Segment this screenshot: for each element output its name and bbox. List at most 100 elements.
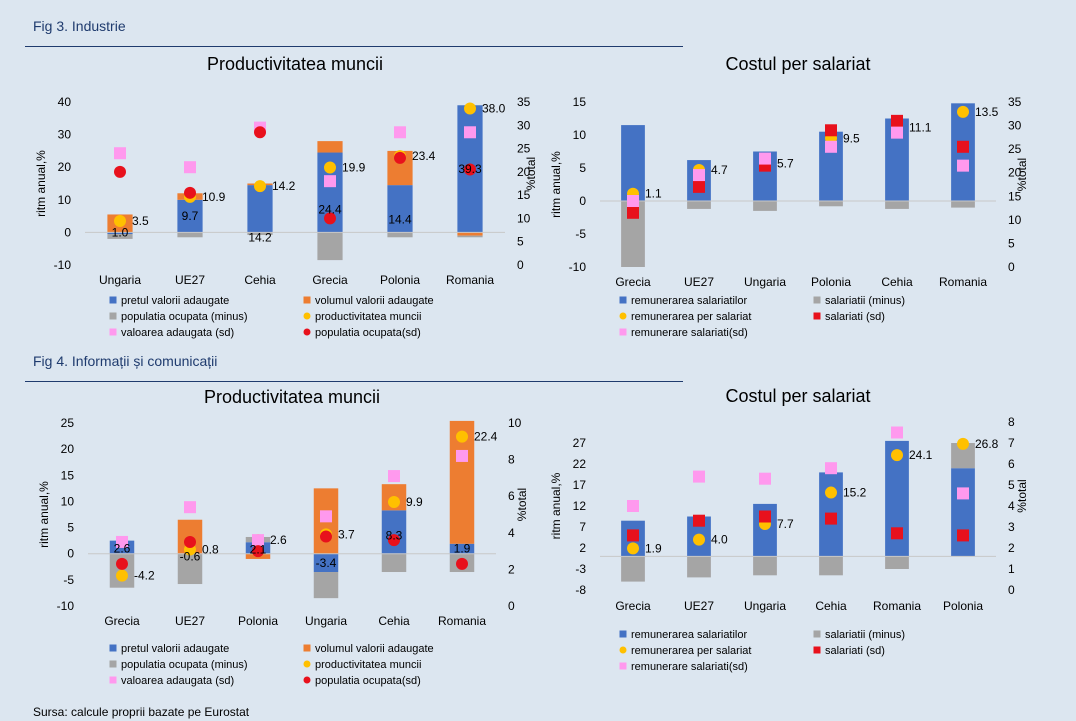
fig3-left-chart: Productivitatea muncii -10 0 10 20 30 40 0 5 10 15… xyxy=(34,54,538,339)
legend-swatch xyxy=(619,296,627,304)
marker-point xyxy=(957,437,969,450)
data-label: 3.7 xyxy=(338,527,355,541)
y2-tick-label: 20 xyxy=(517,165,531,179)
category-label: Ungaria xyxy=(99,273,141,287)
y-tick-label: 10 xyxy=(573,128,587,142)
y2-axis-title: %total xyxy=(1015,158,1029,191)
y-tick-label: 27 xyxy=(573,436,587,450)
marker-point xyxy=(957,159,969,172)
data-label: 8.3 xyxy=(386,528,403,542)
y2-tick-label: 0 xyxy=(508,599,515,613)
marker-point xyxy=(759,510,771,523)
legend-swatch xyxy=(303,328,311,336)
category-label: Grecia xyxy=(104,614,140,628)
bar-segment xyxy=(381,510,407,554)
y2-tick-label: 0 xyxy=(1008,583,1015,597)
bar-segment xyxy=(457,235,483,238)
y2-axis-title: %total xyxy=(515,488,529,521)
marker-point xyxy=(184,186,196,199)
y2-tick-label: 10 xyxy=(508,416,522,430)
y-tick-label: 5 xyxy=(579,161,586,175)
y2-tick-label: 8 xyxy=(1008,415,1015,429)
data-label: 9.5 xyxy=(843,131,860,145)
bar-segment xyxy=(387,232,413,238)
legend-label: pretul valorii adaugate xyxy=(121,643,229,655)
bar-segment xyxy=(753,556,777,576)
legend-swatch xyxy=(813,296,821,304)
fig3-right-chart: Costul per salariat -10 -5 0 5 10 15 0 5 10 15 20 25… xyxy=(549,54,1029,339)
fig4-rule xyxy=(25,381,683,382)
y-tick-label: 5 xyxy=(67,521,74,535)
y2-tick-label: 10 xyxy=(1008,213,1022,227)
y2-tick-label: 35 xyxy=(1008,95,1022,109)
marker-point xyxy=(891,114,903,127)
marker-point xyxy=(456,430,468,443)
marker-point xyxy=(464,126,476,139)
marker-point xyxy=(324,161,336,174)
y2-tick-label: 6 xyxy=(1008,457,1015,471)
category-label: Romania xyxy=(446,273,494,287)
marker-point xyxy=(320,530,332,543)
data-label: 24.1 xyxy=(909,448,933,462)
category-label: UE27 xyxy=(684,599,714,613)
y-axis-title: ritm anual,% xyxy=(34,150,48,217)
y2-tick-label: 4 xyxy=(508,526,515,540)
data-label: 24.4 xyxy=(318,203,342,217)
data-label: -0.6 xyxy=(180,549,201,563)
marker-point xyxy=(957,140,969,153)
legend-label: valoarea adaugata (sd) xyxy=(121,675,234,687)
y2-tick-label: 15 xyxy=(517,188,531,202)
marker-point xyxy=(320,510,332,523)
marker-point xyxy=(388,495,400,508)
y-tick-label: 2 xyxy=(579,541,586,555)
y-tick-label: -3 xyxy=(575,562,586,576)
data-label: 38.0 xyxy=(482,102,506,116)
fig3-rule xyxy=(25,46,683,47)
data-label: 13.5 xyxy=(975,105,999,119)
data-label: 1.9 xyxy=(645,541,662,555)
data-label: -3.4 xyxy=(316,556,337,570)
y2-tick-label: 5 xyxy=(1008,236,1015,250)
legend-label: volumul valorii adaugate xyxy=(315,295,434,307)
data-label: 19.9 xyxy=(342,161,366,175)
legend-label: salariatii (minus) xyxy=(825,295,905,307)
marker-point xyxy=(456,449,468,462)
data-label: 2.6 xyxy=(270,533,287,547)
bar-segment xyxy=(885,118,909,201)
legend-label: remunerarea per salariat xyxy=(631,645,751,657)
data-label: 5.7 xyxy=(777,156,794,170)
data-label: 22.4 xyxy=(474,430,498,444)
category-label: Ungaria xyxy=(744,275,786,289)
bar-segment xyxy=(247,232,273,236)
bar-segment xyxy=(313,572,339,599)
y-tick-label: -10 xyxy=(569,260,587,274)
legend-label: populatia ocupata (minus) xyxy=(121,311,248,323)
category-label: Romania xyxy=(939,275,987,289)
y-tick-label: 20 xyxy=(61,442,75,456)
y-axis-title: ritm anual,% xyxy=(549,151,563,218)
y-tick-label: 17 xyxy=(573,478,587,492)
legend-label: populatia ocupata(sd) xyxy=(315,327,421,339)
legend-swatch xyxy=(109,660,117,668)
y2-tick-label: 30 xyxy=(517,118,531,132)
bar-segment xyxy=(313,553,339,573)
marker-point xyxy=(957,487,969,500)
marker-point xyxy=(693,180,705,193)
bar-segment xyxy=(687,556,711,578)
data-label: 9.9 xyxy=(406,495,423,509)
y2-tick-label: 10 xyxy=(517,211,531,225)
data-label: 3.5 xyxy=(132,214,149,228)
marker-point xyxy=(693,169,705,182)
category-label: Ungaria xyxy=(744,599,786,613)
y2-tick-label: 35 xyxy=(517,95,531,109)
y-tick-label: -5 xyxy=(575,227,586,241)
legend-swatch xyxy=(813,312,821,320)
y2-tick-label: 0 xyxy=(517,258,524,272)
legend-label: productivitatea muncii xyxy=(315,659,421,671)
marker-point xyxy=(114,214,126,227)
marker-point xyxy=(693,514,705,527)
y-axis-title: ritm anual,% xyxy=(37,481,51,548)
y2-tick-label: 3 xyxy=(1008,520,1015,534)
data-label: 0.8 xyxy=(202,543,219,557)
y2-tick-label: 2 xyxy=(508,562,515,576)
